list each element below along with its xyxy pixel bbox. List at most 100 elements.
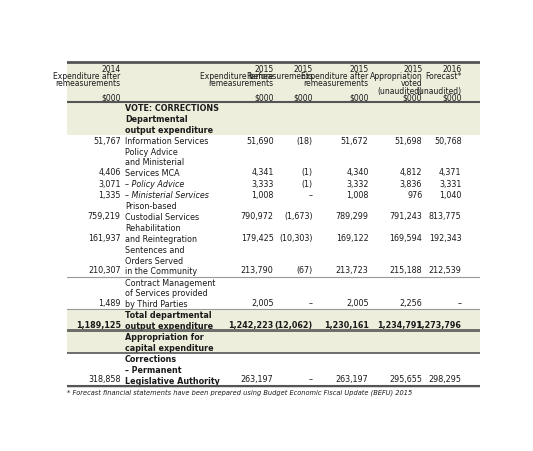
Text: Policy Advice
and Ministerial
Services MCA: Policy Advice and Ministerial Services M… (125, 147, 184, 178)
Bar (67, 331, 480, 353)
Text: (unaudited): (unaudited) (416, 87, 462, 96)
Text: 3,333: 3,333 (251, 180, 273, 189)
Text: $000: $000 (442, 94, 462, 103)
Text: Appropriation for
capital expenditure: Appropriation for capital expenditure (125, 332, 214, 352)
Bar (67, 222, 480, 244)
Text: 263,197: 263,197 (336, 374, 369, 383)
Text: (18): (18) (297, 136, 313, 145)
Bar (67, 146, 480, 179)
Text: 298,295: 298,295 (429, 374, 462, 383)
Text: 1,008: 1,008 (346, 191, 369, 200)
Text: Corrections
– Permanent
Legislative Authority: Corrections – Permanent Legislative Auth… (125, 354, 220, 385)
Text: 179,425: 179,425 (241, 234, 273, 243)
Text: Remeasurements: Remeasurements (246, 72, 313, 81)
Text: 4,812: 4,812 (400, 167, 422, 176)
Text: 161,937: 161,937 (88, 234, 121, 243)
Text: (1,673): (1,673) (284, 212, 313, 221)
Text: 1,040: 1,040 (439, 191, 462, 200)
Text: Rehabilitation
and Reintegration: Rehabilitation and Reintegration (125, 224, 197, 243)
Text: 1,008: 1,008 (251, 191, 273, 200)
Bar (67, 201, 480, 222)
Text: * Forecast financial statements have been prepared using Budget Economic Fiscal : * Forecast financial statements have bee… (67, 389, 412, 396)
Text: VOTE: CORRECTIONS: VOTE: CORRECTIONS (125, 104, 219, 113)
Text: 976: 976 (407, 191, 422, 200)
Text: 3,332: 3,332 (346, 180, 369, 189)
Text: (1): (1) (302, 180, 313, 189)
Text: –: – (309, 191, 313, 200)
Text: 4,406: 4,406 (99, 167, 121, 176)
Text: Prison-based
Custodial Services: Prison-based Custodial Services (125, 202, 199, 221)
Text: $000: $000 (293, 94, 313, 103)
Text: 51,767: 51,767 (93, 136, 121, 145)
Text: 2014: 2014 (101, 65, 121, 74)
Text: 50,768: 50,768 (434, 136, 462, 145)
Text: (67): (67) (296, 265, 313, 274)
Text: Departmental
output expenditure: Departmental output expenditure (125, 115, 213, 134)
Text: 759,219: 759,219 (88, 212, 121, 221)
Bar (67, 179, 480, 190)
Bar (67, 63, 480, 103)
Text: Expenditure after: Expenditure after (301, 72, 369, 81)
Bar (67, 190, 480, 201)
Text: 213,723: 213,723 (336, 265, 369, 274)
Bar (67, 244, 480, 277)
Text: 263,197: 263,197 (241, 374, 273, 383)
Text: $000: $000 (403, 94, 422, 103)
Text: Appropriation: Appropriation (369, 72, 422, 81)
Text: 1,234,791: 1,234,791 (377, 321, 422, 330)
Text: 3,071: 3,071 (98, 180, 121, 189)
Text: Expenditure after: Expenditure after (53, 72, 121, 81)
Text: 2,005: 2,005 (251, 298, 273, 307)
Text: (10,303): (10,303) (279, 234, 313, 243)
Text: 2015: 2015 (349, 65, 369, 74)
Text: 2015: 2015 (294, 65, 313, 74)
Text: 51,690: 51,690 (246, 136, 273, 145)
Text: remeasurements: remeasurements (303, 79, 369, 88)
Text: 813,775: 813,775 (429, 212, 462, 221)
Text: – Policy Advice: – Policy Advice (125, 180, 184, 189)
Text: 213,790: 213,790 (241, 265, 273, 274)
Text: 1,230,161: 1,230,161 (324, 321, 369, 330)
Text: 1,489: 1,489 (98, 298, 121, 307)
Text: 318,858: 318,858 (88, 374, 121, 383)
Text: –: – (309, 298, 313, 307)
Bar (67, 353, 480, 386)
Text: – Ministerial Services: – Ministerial Services (125, 191, 209, 200)
Bar (67, 277, 480, 309)
Text: 1,273,796: 1,273,796 (417, 321, 462, 330)
Text: Sentences and
Orders Served
in the Community: Sentences and Orders Served in the Commu… (125, 245, 197, 276)
Text: Contract Management
of Services provided
by Third Parties: Contract Management of Services provided… (125, 278, 215, 308)
Bar (67, 103, 480, 114)
Bar (67, 135, 480, 146)
Text: 212,539: 212,539 (429, 265, 462, 274)
Text: Information Services: Information Services (125, 136, 208, 145)
Text: Forecast*: Forecast* (425, 72, 462, 81)
Text: remeasurements: remeasurements (208, 79, 273, 88)
Text: 51,672: 51,672 (341, 136, 369, 145)
Text: remeasurements: remeasurements (55, 79, 121, 88)
Bar (67, 309, 480, 331)
Text: 2,256: 2,256 (400, 298, 422, 307)
Text: Total departmental
output expenditure: Total departmental output expenditure (125, 311, 213, 330)
Text: 1,335: 1,335 (98, 191, 121, 200)
Text: 2016: 2016 (442, 65, 462, 74)
Text: 4,341: 4,341 (251, 167, 273, 176)
Text: (12,062): (12,062) (274, 321, 313, 330)
Text: 210,307: 210,307 (88, 265, 121, 274)
Text: –: – (309, 374, 313, 383)
Text: 192,343: 192,343 (429, 234, 462, 243)
Text: 2,005: 2,005 (346, 298, 369, 307)
Text: 169,122: 169,122 (336, 234, 369, 243)
Text: 215,188: 215,188 (390, 265, 422, 274)
Text: 2015: 2015 (254, 65, 273, 74)
Text: 51,698: 51,698 (394, 136, 422, 145)
Text: 3,331: 3,331 (439, 180, 462, 189)
Text: 1,242,223: 1,242,223 (228, 321, 273, 330)
Text: Expenditure before: Expenditure before (200, 72, 273, 81)
Text: (unaudited): (unaudited) (377, 87, 422, 96)
Text: 789,299: 789,299 (336, 212, 369, 221)
Text: 4,371: 4,371 (439, 167, 462, 176)
Text: voted: voted (400, 79, 422, 88)
Text: 790,972: 790,972 (240, 212, 273, 221)
Text: 3,836: 3,836 (400, 180, 422, 189)
